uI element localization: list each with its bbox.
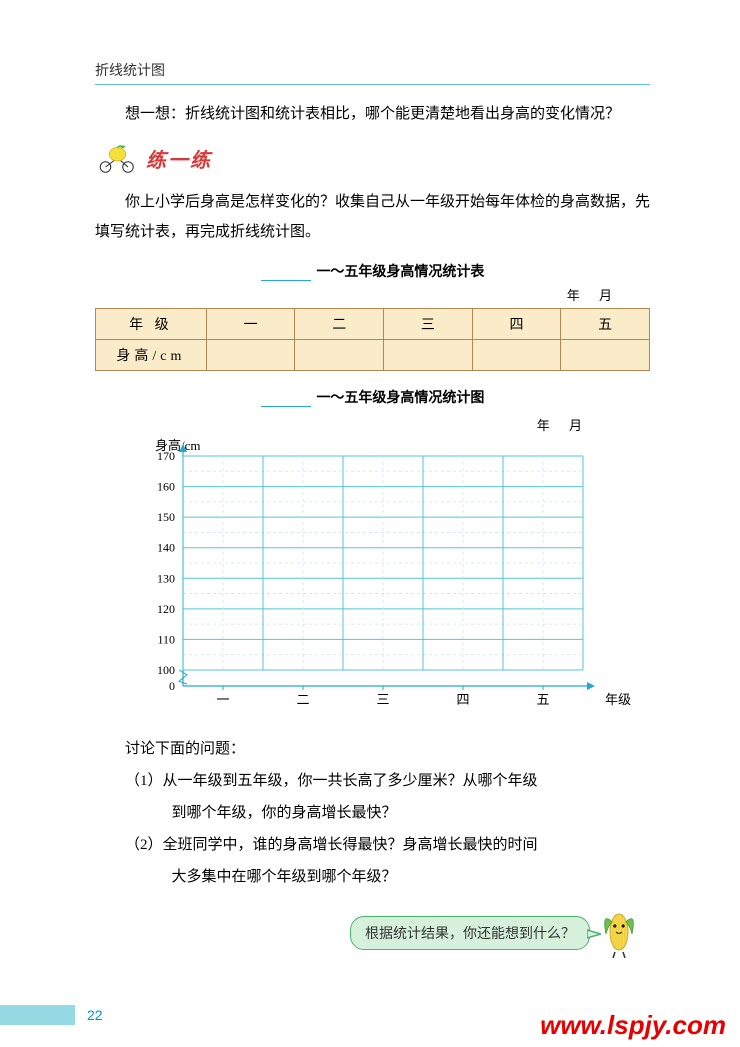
table-title-blank[interactable] [261,266,311,281]
question-1: （1）从一年级到五年级，你一共长高了多少厘米？从哪个年级 [95,766,650,796]
q1-line1: 从一年级到五年级，你一共长高了多少厘米？从哪个年级 [163,773,538,789]
table-cell[interactable] [206,340,295,371]
svg-text:120: 120 [157,602,175,616]
svg-text:年级: 年级 [605,692,631,707]
corn-mascot-icon [598,908,640,958]
svg-text:130: 130 [157,571,175,585]
question-2-cont: 大多集中在哪个年级到哪个年级？ [95,862,650,892]
question-1-cont: 到哪个年级，你的身高增长最快？ [95,798,650,828]
watermark: www.lspjy.com [540,1010,726,1041]
table-title: 一～五年级身高情况统计表 [95,261,650,281]
chart-date-label: 年 月 [95,415,590,434]
practice-heading: 练一练 [95,143,650,173]
svg-text:170: 170 [157,449,175,463]
row-header-grade: 年 级 [96,309,207,340]
q2-num: （2） [125,837,163,853]
speech-bubble-row: 根据统计结果，你还能想到什么？ [95,908,650,958]
table-cell[interactable] [472,340,561,371]
table-cell[interactable]: 三 [384,309,473,340]
intro-paragraph: 想一想：折线统计图和统计表相比，哪个能更清楚地看出身高的变化情况？ [95,99,650,129]
svg-text:160: 160 [157,480,175,494]
table-row: 身高/cm [96,340,650,371]
chart-container: 年 月 身高/cm0100110120130140150160170一二三四五年… [95,415,650,716]
svg-text:五: 五 [536,692,549,707]
table-cell[interactable] [295,340,384,371]
chart-title-blank[interactable] [261,392,311,407]
svg-text:三: 三 [376,692,389,707]
page-number: 22 [87,1007,103,1023]
table-cell[interactable]: 一 [206,309,295,340]
svg-text:四: 四 [456,692,469,707]
table-date-label: 年 月 [95,285,620,304]
table-cell[interactable] [384,340,473,371]
table-title-text: 一～五年级身高情况统计表 [316,263,484,279]
discussion-lead: 讨论下面的问题： [95,734,650,764]
stats-table: 年 级 一 二 三 四 五 身高/cm [95,308,650,371]
question-2: （2）全班同学中，谁的身高增长得最快？身高增长最快的时间 [95,830,650,860]
page-number-bar [0,1005,75,1025]
svg-text:100: 100 [157,663,175,677]
table-cell[interactable]: 四 [472,309,561,340]
page-header: 折线统计图 [95,60,650,85]
q2-line1: 全班同学中，谁的身高增长得最快？身高增长最快的时间 [163,837,538,853]
lemon-tricycle-icon [95,143,140,173]
svg-text:140: 140 [157,541,175,555]
svg-text:110: 110 [157,632,175,646]
textbook-page: 折线统计图 想一想：折线统计图和统计表相比，哪个能更清楚地看出身高的变化情况？ … [0,0,740,1047]
q1-num: （1） [125,773,163,789]
table-row: 年 级 一 二 三 四 五 [96,309,650,340]
svg-text:150: 150 [157,510,175,524]
svg-text:一: 一 [216,692,229,707]
practice-text: 你上小学后身高是怎样变化的？收集自己从一年级开始每年体检的身高数据，先填写统计表… [95,187,650,247]
practice-title: 练一练 [146,144,212,173]
bubble-text: 根据统计结果，你还能想到什么？ [365,927,575,942]
svg-text:二: 二 [296,692,309,707]
chart-title: 一～五年级身高情况统计图 [95,387,650,407]
table-cell[interactable] [561,340,650,371]
svg-text:0: 0 [169,679,175,693]
row-header-height: 身高/cm [96,340,207,371]
speech-bubble: 根据统计结果，你还能想到什么？ [350,916,590,950]
table-cell[interactable]: 二 [295,309,384,340]
bubble-tail-icon [587,927,601,941]
chart-title-text: 一～五年级身高情况统计图 [316,389,484,405]
line-chart-grid: 身高/cm0100110120130140150160170一二三四五年级 [113,436,633,716]
page-number-block: 22 [0,1005,103,1025]
table-cell[interactable]: 五 [561,309,650,340]
